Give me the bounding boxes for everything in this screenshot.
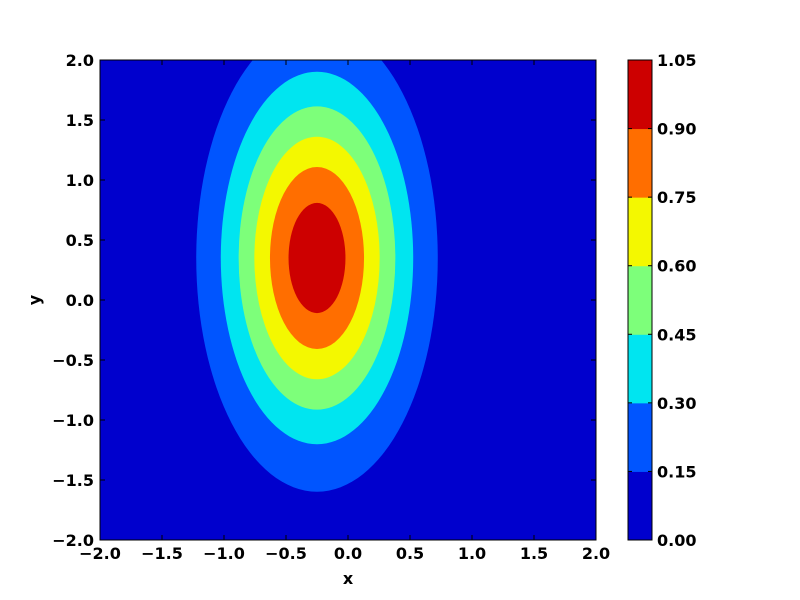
colorbar-band-6 xyxy=(628,60,652,130)
colorbar-tick-label: 0.75 xyxy=(657,188,696,207)
y-tick-label: 0.0 xyxy=(66,291,94,310)
x-axis-label: x xyxy=(343,569,354,588)
x-tick-label: −2.0 xyxy=(79,544,121,563)
colorbar-band-4 xyxy=(628,197,652,267)
colorbar-ticks: 0.00 0.15 0.30 0.45 0.60 0.75 0.90 1.05 xyxy=(628,51,696,550)
colorbar-band-2 xyxy=(628,334,652,404)
y-tick-label: 2.0 xyxy=(66,51,94,70)
colorbar-tick-label: 0.00 xyxy=(657,531,696,550)
y-tick-label: −1.0 xyxy=(52,411,94,430)
y-tick-label: 0.5 xyxy=(66,231,94,250)
colorbar-band-0 xyxy=(628,471,652,541)
colorbar: 0.00 0.15 0.30 0.45 0.60 0.75 0.90 1.05 xyxy=(627,51,696,550)
y-tick-label: −2.0 xyxy=(52,531,94,550)
plot-area: −2.0 −1.5 −1.0 −0.5 0.0 0.5 1.0 1.5 2.0 −2.0 −1.5… xyxy=(25,51,610,588)
colorbar-tick-label: 1.05 xyxy=(657,51,696,70)
colorbar-frame xyxy=(627,59,653,541)
colorbar-band-5 xyxy=(628,128,652,198)
y-axis: −2.0 −1.5 −1.0 −0.5 0.0 0.5 1.0 1.5 2.0 xyxy=(52,51,596,550)
contour-band-6 xyxy=(288,202,346,314)
x-tick-label: −1.5 xyxy=(141,544,183,563)
colorbar-tick-label: 0.90 xyxy=(657,120,696,139)
x-tick-label: −1.0 xyxy=(203,544,245,563)
colorbar-band-1 xyxy=(628,402,652,472)
y-tick-label: −1.5 xyxy=(52,471,94,490)
x-tick-label: 1.5 xyxy=(520,544,548,563)
colorbar-bands xyxy=(628,60,652,541)
colorbar-band-3 xyxy=(628,265,652,335)
y-tick-label: −0.5 xyxy=(52,351,94,370)
colorbar-tick-label: 0.45 xyxy=(657,325,696,344)
x-tick-label: 0.0 xyxy=(334,544,362,563)
x-tick-label: 2.0 xyxy=(582,544,610,563)
contour-fills xyxy=(100,60,596,540)
x-axis: −2.0 −1.5 −1.0 −0.5 0.0 0.5 1.0 1.5 2.0 xyxy=(79,60,610,563)
y-axis-label: y xyxy=(25,294,44,305)
colorbar-tick-label: 0.60 xyxy=(657,257,696,276)
colorbar-tick-label: 0.30 xyxy=(657,394,696,413)
y-tick-label: 1.0 xyxy=(66,171,94,190)
y-tick-label: 1.5 xyxy=(66,111,94,130)
x-tick-label: 0.5 xyxy=(396,544,424,563)
x-tick-label: 1.0 xyxy=(458,544,486,563)
x-tick-label: −0.5 xyxy=(265,544,307,563)
colorbar-tick-label: 0.15 xyxy=(657,462,696,481)
